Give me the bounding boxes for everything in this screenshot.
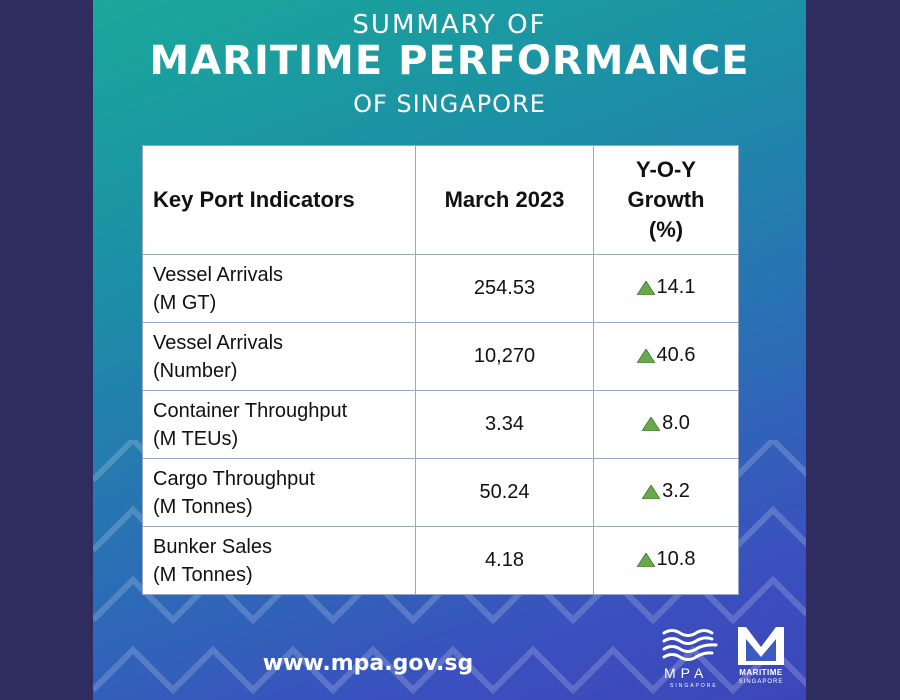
mpa-logo-text: MPA (664, 665, 709, 681)
maritime-logo-subtext: SINGAPORE (738, 679, 784, 685)
up-triangle-icon (642, 484, 661, 499)
growth-value: 3.2 (662, 480, 690, 503)
header-growth-line-1: Y-O-Y (636, 157, 696, 182)
key-port-indicators-table: Key Port Indicators March 2023 Y-O-Y Gro… (142, 145, 739, 595)
indicator-name: Vessel Arrivals (153, 263, 284, 286)
indicator-name-cell: Bunker Sales (M Tonnes) (142, 526, 416, 595)
growth-value-wrap: 3.2 (642, 480, 690, 503)
table-row: Cargo Throughput (M Tonnes) 50.24 3.2 (142, 458, 739, 527)
up-triangle-icon (642, 416, 661, 431)
yoy-growth-cell: 8.0 (593, 390, 739, 459)
growth-value: 10.8 (656, 548, 696, 571)
yoy-growth-cell: 3.2 (593, 458, 739, 527)
right-side-panel (806, 0, 900, 700)
maritime-logo-text: MARITIME (739, 668, 783, 677)
mpa-logo: MPA SINGAPORE (660, 625, 720, 695)
march-2023-value: 4.18 (415, 526, 594, 595)
growth-value: 14.1 (656, 276, 696, 299)
table-row: Vessel Arrivals (M GT) 254.53 14.1 (142, 254, 739, 323)
up-triangle-icon (636, 348, 655, 363)
mpa-waves-icon (662, 629, 718, 661)
maritime-singapore-logo: MARITIME SINGAPORE (731, 625, 791, 695)
march-2023-value: 50.24 (415, 458, 594, 527)
growth-value: 40.6 (656, 344, 696, 367)
indicator-name-cell: Vessel Arrivals (Number) (142, 322, 416, 391)
growth-value-wrap: 14.1 (636, 276, 696, 299)
left-side-panel (0, 0, 93, 700)
mpa-logo-subtext: SINGAPORE (670, 683, 718, 689)
march-2023-value: 10,270 (415, 322, 594, 391)
indicator-name: Cargo Throughput (153, 467, 315, 490)
indicator-name: Vessel Arrivals (153, 331, 284, 354)
header-key-port-indicators: Key Port Indicators (142, 145, 416, 255)
growth-value-wrap: 10.8 (636, 548, 696, 571)
title-line-maritime-performance: MARITIME PERFORMANCE (149, 38, 750, 84)
header-march-2023: March 2023 (415, 145, 594, 255)
indicator-name-cell: Container Throughput (M TEUs) (142, 390, 416, 459)
title-line-summary: SUMMARY OF (352, 10, 547, 40)
growth-value-wrap: 8.0 (642, 412, 690, 435)
yoy-growth-cell: 14.1 (593, 254, 739, 323)
indicator-unit: (Number) (153, 359, 238, 382)
indicator-name-cell: Vessel Arrivals (M GT) (142, 254, 416, 323)
maritime-singapore-mark-icon (738, 627, 784, 665)
growth-value-wrap: 40.6 (636, 344, 696, 367)
indicator-unit: (M Tonnes) (153, 495, 253, 518)
yoy-growth-cell: 40.6 (593, 322, 739, 391)
header-growth-line-2: Growth (627, 187, 705, 212)
march-2023-value: 3.34 (415, 390, 594, 459)
indicator-name: Bunker Sales (153, 535, 272, 558)
up-triangle-icon (636, 552, 655, 567)
header-yoy-growth: Y-O-Y Growth (%) (593, 145, 739, 255)
table-row: Bunker Sales (M Tonnes) 4.18 10.8 (142, 526, 739, 595)
growth-value: 8.0 (662, 412, 690, 435)
indicator-name: Container Throughput (153, 399, 348, 422)
header-growth-line-3: (%) (648, 217, 684, 242)
indicator-unit: (M Tonnes) (153, 563, 253, 586)
table-header-row: Key Port Indicators March 2023 Y-O-Y Gro… (142, 145, 739, 255)
title-line-singapore: OF SINGAPORE (353, 90, 546, 118)
table-row: Vessel Arrivals (Number) 10,270 40.6 (142, 322, 739, 391)
indicator-name-cell: Cargo Throughput (M Tonnes) (142, 458, 416, 527)
infographic-poster: SUMMARY OF MARITIME PERFORMANCE OF SINGA… (93, 0, 806, 700)
march-2023-value: 254.53 (415, 254, 594, 323)
website-url: www.mpa.gov.sg (262, 651, 474, 676)
up-triangle-icon (636, 280, 655, 295)
indicator-unit: (M TEUs) (153, 427, 239, 450)
indicator-unit: (M GT) (153, 291, 217, 314)
table-row: Container Throughput (M TEUs) 3.34 8.0 (142, 390, 739, 459)
yoy-growth-cell: 10.8 (593, 526, 739, 595)
